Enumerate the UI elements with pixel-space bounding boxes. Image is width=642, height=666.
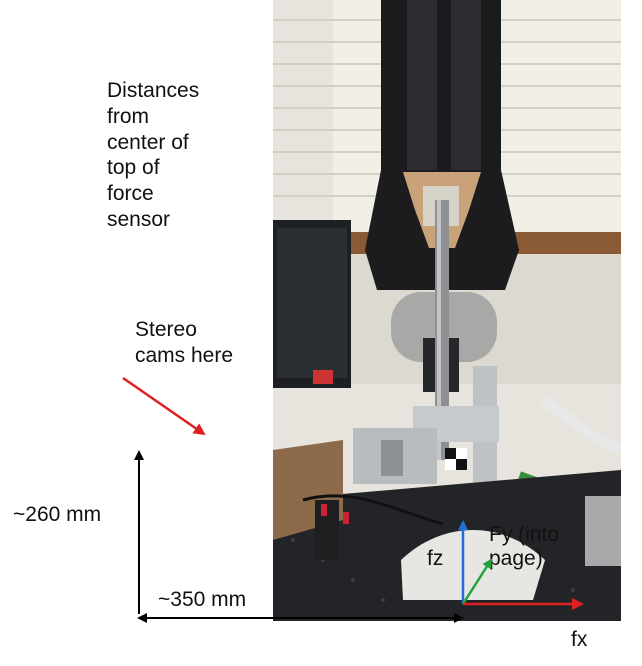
stereo-cams-line-1: Stereo xyxy=(135,318,197,341)
distances-note-line-1: Distances xyxy=(107,79,200,102)
stereo-cams-note: Stereo cams here xyxy=(135,317,233,369)
stereo-cam-arrow xyxy=(122,376,206,436)
width-dimension-label: ~350 mm xyxy=(158,588,247,611)
height-dimension-label: ~260 mm xyxy=(13,503,102,526)
axis-fx-label: fx xyxy=(571,628,588,651)
axis-fz-label: fz xyxy=(427,547,444,570)
distances-note-line-6: sensor xyxy=(107,208,171,232)
robot-setup-photo xyxy=(273,0,621,621)
distances-note: Distances from center of top of force se… xyxy=(107,78,199,233)
distances-note-line-5: force xyxy=(107,182,154,206)
photo-illustration xyxy=(273,0,621,621)
distances-note-line-4: top of xyxy=(107,156,160,180)
axis-fy-line-2: page) xyxy=(489,547,543,571)
stereo-cams-line-2: cams here xyxy=(135,343,234,367)
axis-fy-line-1: Fy (into xyxy=(489,523,560,546)
distances-note-line-3: center of xyxy=(107,130,189,154)
distances-note-line-2: from xyxy=(107,104,149,128)
axis-fy-label: Fy (into page) xyxy=(489,523,559,571)
axis-y-arrow xyxy=(461,558,493,605)
